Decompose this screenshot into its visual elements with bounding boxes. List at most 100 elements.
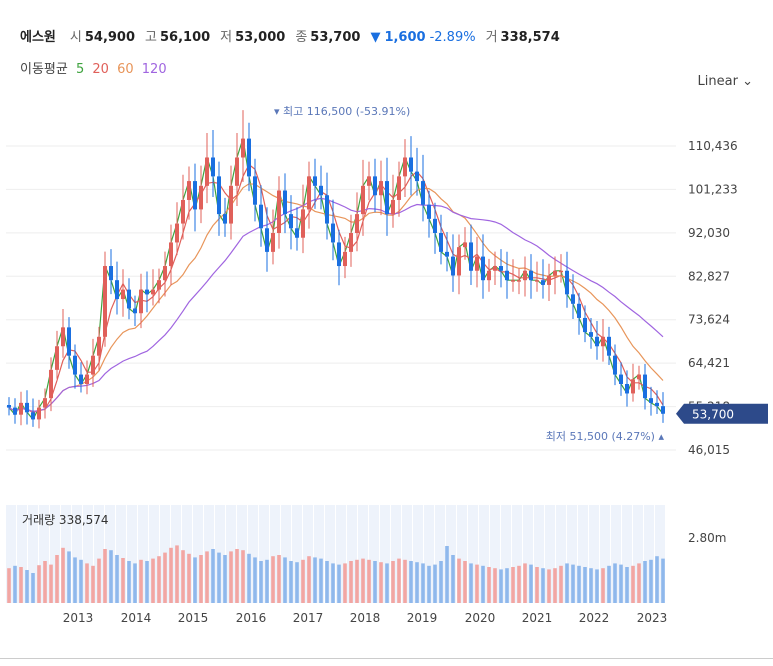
volume-bar: [301, 559, 305, 603]
volume-bar: [517, 565, 521, 603]
candle-body: [619, 374, 623, 385]
volume-bar: [229, 551, 233, 603]
candle-body: [115, 280, 119, 300]
volume-bar: [121, 558, 125, 603]
candle-body: [481, 256, 485, 281]
volume-bar: [73, 557, 77, 603]
volume-bar: [163, 552, 167, 603]
high-label: 고: [145, 30, 157, 45]
ma-120-label: 120: [141, 62, 167, 77]
volume-panel-label: 거래량 338,574: [22, 513, 109, 527]
candle-body: [541, 280, 545, 285]
volume-bar: [145, 561, 149, 603]
price-summary-header: 에스원 시 54,900 고 56,100 저 53,000 종 53,700 …: [20, 26, 570, 45]
candle-body: [97, 336, 101, 356]
volume-bar: [481, 565, 485, 603]
volume-bar: [115, 555, 119, 603]
x-tick-label: 2018: [350, 611, 381, 625]
volume-bar: [415, 562, 419, 603]
scale-selector[interactable]: Linear ⌄: [698, 74, 753, 89]
volume-bar: [49, 564, 53, 603]
moving-average-label: 이동평균: [20, 62, 68, 77]
volume-bar: [421, 563, 425, 603]
ma-20-label: 20: [92, 62, 109, 77]
candle-body: [529, 270, 533, 281]
volume-bar: [457, 558, 461, 603]
candle-body: [157, 280, 161, 290]
open-label: 시: [69, 30, 82, 45]
candle-body: [187, 181, 191, 200]
volume-bar: [7, 568, 11, 603]
volume-bar: [325, 561, 329, 603]
candle-body: [31, 412, 35, 420]
volume-bar: [85, 563, 89, 603]
candle-body: [427, 204, 431, 219]
candle-body: [241, 138, 245, 158]
volume-bar: [175, 545, 179, 603]
volume-bar: [295, 562, 299, 603]
candle-body: [409, 157, 413, 172]
candle-body: [631, 379, 635, 394]
candle-body: [121, 289, 125, 300]
volume-label: 거: [485, 30, 498, 45]
candle-body: [19, 402, 23, 415]
y-tick-label: 101,233: [688, 182, 738, 196]
volume-bar: [127, 561, 131, 603]
x-tick-label: 2014: [121, 611, 152, 625]
candle-body: [385, 181, 389, 215]
candle-body: [589, 332, 593, 337]
x-tick-label: 2023: [637, 611, 668, 625]
x-tick-label: 2021: [522, 611, 553, 625]
volume-bar: [91, 565, 95, 603]
volume-bar: [535, 567, 539, 603]
volume-bar: [259, 561, 263, 603]
last-price-badge: [676, 403, 768, 424]
volume-bar: [643, 561, 647, 603]
change-percent: -2.89%: [429, 30, 476, 45]
candle-body: [559, 270, 563, 273]
candle-body: [343, 251, 347, 267]
ma-120-line: [8, 197, 664, 413]
price-axis: 110,436101,23392,03082,82773,62464,42155…: [676, 139, 768, 457]
x-tick-label: 2022: [579, 611, 610, 625]
candle-body: [103, 266, 107, 337]
candle-body: [583, 317, 587, 333]
candle-body: [73, 355, 77, 375]
y-tick-label: 92,030: [688, 226, 730, 240]
candle-body: [493, 266, 497, 271]
candle-body: [109, 266, 113, 281]
volume-bar: [595, 569, 599, 603]
volume-bar: [253, 557, 257, 603]
candle-body: [127, 289, 131, 309]
ma-60-line: [8, 183, 664, 413]
ma-5-label: 5: [75, 62, 85, 77]
volume-bar: [523, 563, 527, 603]
candle-body: [457, 247, 461, 276]
volume-bar: [67, 551, 71, 603]
volume-bar: [445, 546, 449, 603]
volume-bar: [499, 569, 503, 603]
candle-body: [469, 242, 473, 271]
volume-bar: [37, 565, 41, 603]
scale-label: Linear: [697, 74, 738, 89]
low-value: 53,000: [235, 30, 286, 45]
volume-bar: [13, 565, 17, 603]
moving-average-legend[interactable]: 이동평균 5 20 60 120: [20, 58, 171, 77]
volume-bar: [577, 565, 581, 603]
candle-body: [295, 228, 299, 238]
max-annotation: ▾ 최고 116,500 (-53.91%): [274, 105, 410, 118]
candle-body: [625, 384, 629, 394]
annotations: ▾ 최고 116,500 (-53.91%) 최저 51,500 (4.27%) …: [274, 105, 664, 443]
candle-body: [55, 346, 59, 370]
volume-bar: [211, 549, 215, 603]
volume-bar: [223, 555, 227, 603]
candle-body: [523, 270, 527, 281]
volume-bar: [409, 561, 413, 603]
stock-name: 에스원: [20, 30, 56, 45]
volume-tick-label: 2.80m: [688, 531, 726, 545]
volume-bar: [247, 553, 251, 603]
volume-bar: [571, 564, 575, 603]
candle-body: [163, 266, 167, 281]
x-tick-label: 2016: [236, 611, 267, 625]
